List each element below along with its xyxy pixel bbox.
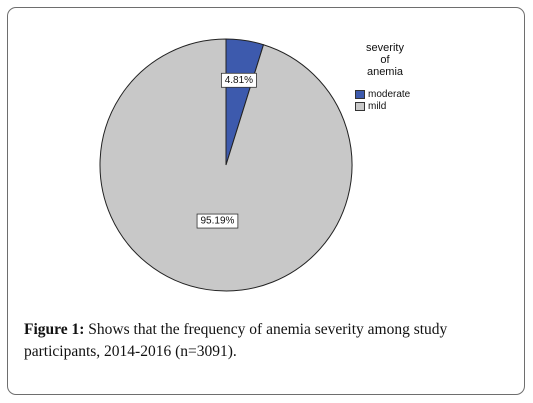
legend-label-moderate: moderate (368, 89, 411, 100)
legend-swatch-moderate (355, 90, 365, 99)
legend-label-mild: mild (368, 101, 387, 112)
data-label-box-moderate (220, 72, 257, 88)
data-label-box-mild (196, 213, 239, 229)
caption-text: Shows that the frequency of anemia sever… (24, 321, 448, 360)
legend-swatch-mild (355, 102, 365, 111)
data-label-mild: 95.19% (201, 216, 235, 227)
data-label-moderate: 4.81% (225, 75, 253, 86)
pie-chart: 4.81% 95.19% (99, 38, 353, 292)
pie-slice-mild (99, 38, 353, 292)
figure-caption: Figure 1: Shows that the frequency of an… (24, 319, 516, 363)
legend-title: severity of anemia (366, 42, 404, 78)
caption-lead: Figure 1: (24, 321, 85, 338)
